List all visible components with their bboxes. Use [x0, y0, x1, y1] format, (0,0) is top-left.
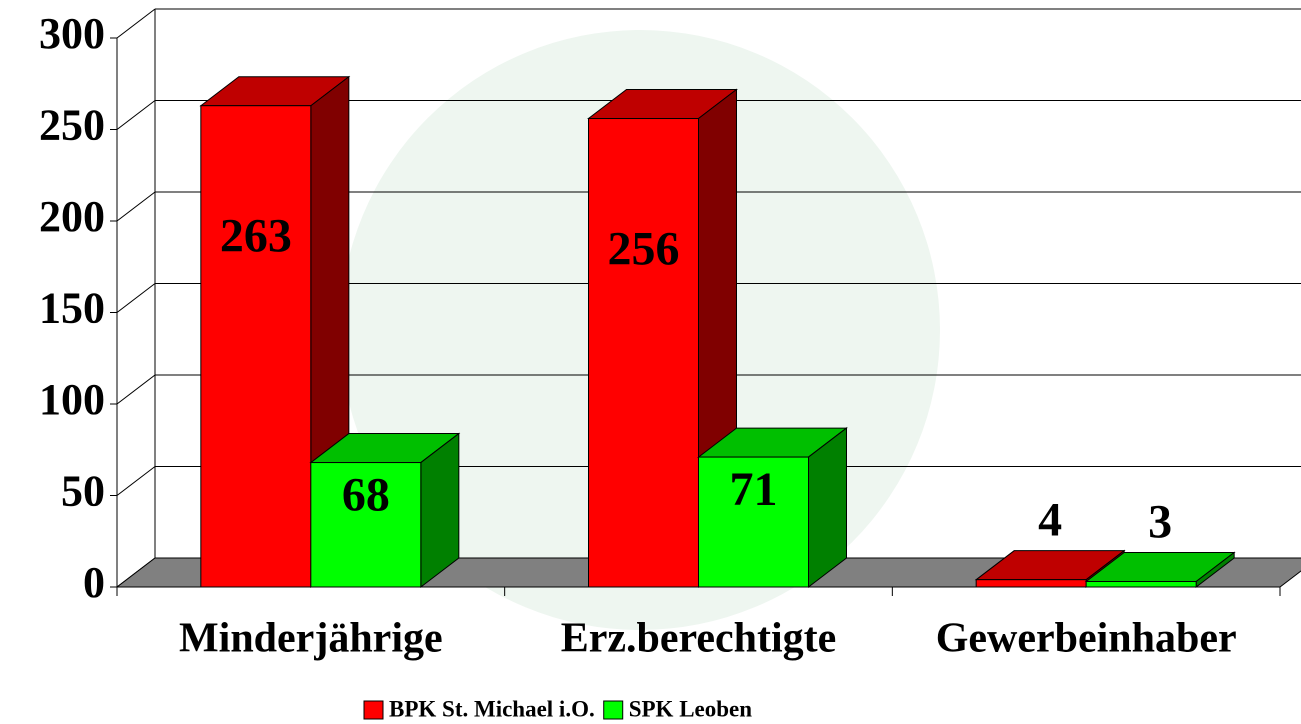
value-label: 3 [1148, 496, 1172, 549]
grid-line [116, 191, 156, 222]
y-tick-label: 200 [39, 192, 105, 241]
y-tick-label: 150 [39, 284, 105, 333]
y-tick-label: 300 [39, 9, 105, 58]
value-label: 263 [220, 210, 292, 263]
legend-swatch [363, 700, 384, 720]
legend-label: BPK St. Michael i.O. [389, 696, 595, 721]
grid-line [116, 283, 156, 313]
bar [588, 118, 699, 588]
value-label: 71 [730, 463, 778, 516]
y-tick-label: 250 [39, 101, 105, 150]
y-tick-label: 0 [83, 558, 105, 607]
bar [310, 462, 422, 588]
x-tick-label: Gewerbeinhaber [936, 616, 1237, 662]
grid-line [116, 8, 156, 39]
y-tick-label: 50 [61, 467, 105, 516]
legend-swatch [603, 700, 624, 720]
bar [200, 105, 312, 588]
x-tick-label: Erz.berechtigte [561, 616, 837, 662]
bar [975, 579, 1087, 588]
bar [698, 456, 809, 588]
legend-label: SPK Leoben [629, 696, 753, 721]
grid-line [116, 466, 156, 496]
value-label: 256 [608, 223, 680, 276]
x-tick-label: Minderjährige [179, 616, 443, 662]
bar [1085, 581, 1197, 588]
y-tick-label: 100 [39, 375, 105, 424]
grid-line [116, 100, 156, 130]
value-label: 4 [1038, 494, 1062, 547]
grid-line [116, 374, 156, 405]
value-label: 68 [342, 469, 390, 522]
